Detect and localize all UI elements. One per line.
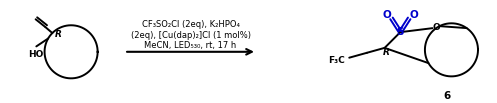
Text: S: S [397,27,404,37]
Text: 6: 6 [443,91,450,101]
Text: O: O [382,10,391,20]
Text: O: O [410,10,418,20]
Text: O: O [432,23,440,32]
Text: HO: HO [28,50,43,59]
Text: R: R [55,30,62,39]
Text: CF₃SO₂Cl (2eq), K₂HPO₄: CF₃SO₂Cl (2eq), K₂HPO₄ [142,20,240,29]
Text: (2eq), [Cu(dap)₂]Cl (1 mol%): (2eq), [Cu(dap)₂]Cl (1 mol%) [131,31,250,40]
Text: F₃C: F₃C [329,56,345,65]
Text: R: R [383,48,390,57]
Text: MeCN, LED₅₃₀, rt, 17 h: MeCN, LED₅₃₀, rt, 17 h [145,41,237,50]
